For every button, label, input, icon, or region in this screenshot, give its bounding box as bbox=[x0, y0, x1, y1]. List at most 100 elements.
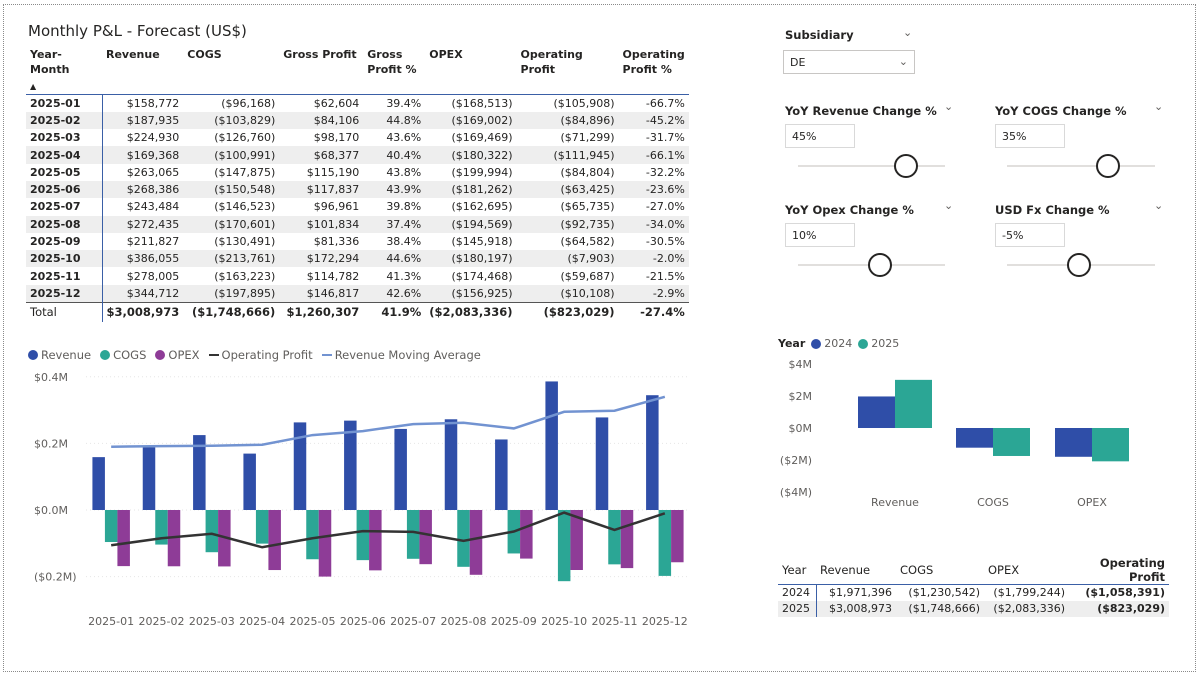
table-cell: $115,190 bbox=[306, 165, 360, 179]
legend-item-cogs[interactable]: COGS bbox=[100, 348, 146, 362]
chevron-down-icon[interactable]: ⌄ bbox=[903, 26, 913, 39]
revenue-bar bbox=[394, 428, 407, 510]
table-row: 2025-07 $243,484 ($146,523) $96,961 39.8% ($1… bbox=[26, 198, 689, 216]
table-cell: 43.6% bbox=[386, 131, 422, 145]
summary-cell: ($1,799,244) bbox=[993, 586, 1065, 600]
revenue-bar bbox=[545, 381, 558, 510]
yoy-cogs-slider-thumb[interactable] bbox=[1096, 154, 1120, 178]
revenue-bar bbox=[495, 439, 508, 510]
sort-ascending-icon[interactable]: ▲ bbox=[30, 82, 37, 91]
yoy-opex-slider-thumb[interactable] bbox=[868, 253, 892, 277]
legend-item-2024[interactable]: 2024 bbox=[811, 337, 852, 350]
cogs-bar bbox=[104, 510, 118, 543]
opex-bar bbox=[570, 510, 583, 571]
table-cell: ($59,687) bbox=[560, 269, 615, 283]
subsidiary-label: Subsidiary bbox=[785, 28, 854, 42]
summary-cell: ($2,083,336) bbox=[984, 600, 1069, 617]
summary-cell: 2024 bbox=[778, 584, 817, 601]
yoy-opex-label: YoY Opex Change % bbox=[785, 203, 914, 217]
revenue-bar bbox=[142, 447, 156, 510]
table-cell: 38.4% bbox=[386, 235, 422, 249]
legend-item-operating-profit[interactable]: Operating Profit bbox=[208, 348, 313, 362]
legend-swatch bbox=[28, 350, 38, 360]
legend-item-opex[interactable]: OPEX bbox=[155, 348, 200, 362]
table-row: 2025-05 $263,065 ($147,875) $115,190 43.8% ($… bbox=[26, 163, 689, 181]
table-cell: 43.8% bbox=[386, 165, 422, 179]
legend-item-2025[interactable]: 2025 bbox=[858, 337, 899, 350]
opex-bar bbox=[671, 510, 684, 563]
table-cell: 37.4% bbox=[363, 215, 426, 233]
x-tick-label: 2025-03 bbox=[189, 615, 235, 628]
chevron-down-icon[interactable]: ⌄ bbox=[944, 100, 954, 113]
table-row: 2025-03 $224,930 ($126,760) $98,170 43.6% ($1… bbox=[26, 129, 689, 147]
chevron-down-icon[interactable]: ⌄ bbox=[944, 199, 954, 212]
table-cell: ($64,582) bbox=[560, 235, 615, 249]
col-header-operating-profit[interactable]: Operating Profit bbox=[1069, 556, 1169, 585]
yoy-cogs-input[interactable]: 35% bbox=[995, 124, 1065, 148]
chevron-down-icon: ⌄ bbox=[898, 55, 908, 68]
subsidiary-selected-value: DE bbox=[790, 56, 806, 69]
revenue-bar bbox=[293, 422, 307, 510]
legend-swatch bbox=[858, 338, 869, 349]
usd-fx-slider-thumb[interactable] bbox=[1067, 253, 1091, 277]
row-year-month: 2025-07 bbox=[26, 198, 103, 216]
legend-item-revenue[interactable]: Revenue bbox=[28, 348, 91, 362]
opex-bar bbox=[520, 510, 533, 559]
table-cell: $211,827 bbox=[126, 235, 180, 249]
col-header-operating-profit-pct[interactable]: Operating Profit % bbox=[618, 44, 689, 95]
table-cell: 43.9% bbox=[363, 180, 426, 199]
table-row: 2025-01 $158,772 ($96,168) $62,604 39.4% ($16… bbox=[26, 94, 689, 112]
table-row: 2025-06 $268,386 ($150,548) $117,837 43.9% ($… bbox=[26, 180, 689, 199]
col-header-year-month[interactable]: Year-Month ▲ bbox=[26, 44, 102, 95]
col-header-gross-profit[interactable]: Gross Profit bbox=[279, 44, 364, 95]
col-header-operating-profit[interactable]: Operating Profit bbox=[516, 44, 619, 95]
legend-item-revenue-moving-average[interactable]: Revenue Moving Average bbox=[321, 348, 481, 362]
table-cell: $187,935 bbox=[102, 111, 184, 130]
chevron-down-icon[interactable]: ⌄ bbox=[1154, 100, 1164, 113]
col-header-gross-profit-pct[interactable]: Gross Profit % bbox=[363, 44, 426, 95]
table-cell: $84,106 bbox=[279, 111, 364, 130]
yoy-revenue-input[interactable]: 45% bbox=[785, 124, 855, 148]
table-cell: $98,170 bbox=[313, 131, 360, 145]
yoy-cogs-slider-track[interactable] bbox=[1007, 165, 1155, 167]
revenue-bar bbox=[193, 435, 206, 510]
yoy-opex-input[interactable]: 10% bbox=[785, 223, 855, 247]
legend-title: Year bbox=[778, 337, 806, 350]
col-header-revenue[interactable]: Revenue bbox=[816, 556, 896, 585]
y-tick-label: $0M bbox=[789, 422, 813, 435]
table-cell: ($146,523) bbox=[214, 200, 276, 214]
revenue-bar bbox=[444, 419, 458, 510]
table-cell: ($162,695) bbox=[451, 200, 513, 214]
total-cell: $1,260,307 bbox=[279, 301, 364, 323]
table-cell: ($170,601) bbox=[183, 215, 280, 233]
subsidiary-dropdown[interactable]: DE ⌄ bbox=[783, 50, 915, 74]
col-header-year[interactable]: Year bbox=[778, 556, 816, 585]
table-cell: -66.7% bbox=[645, 96, 685, 110]
table-cell: $81,336 bbox=[313, 235, 360, 249]
revenue-bar bbox=[92, 457, 105, 510]
year-summary-table: Year Revenue COGS OPEX Operating Profit … bbox=[778, 556, 1169, 617]
table-cell: ($126,760) bbox=[214, 131, 276, 145]
table-cell: $263,065 bbox=[126, 165, 180, 179]
year-2024-bar bbox=[956, 428, 993, 448]
chevron-down-icon[interactable]: ⌄ bbox=[1154, 199, 1164, 212]
col-header-cogs[interactable]: COGS bbox=[896, 556, 984, 585]
col-header-cogs[interactable]: COGS bbox=[183, 44, 280, 95]
y-tick-label: $0.4M bbox=[34, 371, 68, 384]
table-cell: ($169,469) bbox=[451, 131, 513, 145]
opex-bar bbox=[469, 510, 483, 575]
table-cell: 44.6% bbox=[363, 250, 426, 268]
usd-fx-input[interactable]: -5% bbox=[995, 223, 1065, 247]
col-header-opex[interactable]: OPEX bbox=[425, 44, 517, 95]
cogs-bar bbox=[406, 510, 420, 559]
yoy-revenue-slider-thumb[interactable] bbox=[894, 154, 918, 178]
x-tick-label: 2025-05 bbox=[290, 615, 336, 628]
cogs-bar bbox=[356, 510, 370, 561]
col-header-opex[interactable]: OPEX bbox=[984, 556, 1069, 585]
x-tick-label: 2025-01 bbox=[88, 615, 134, 628]
table-cell: ($96,168) bbox=[221, 96, 276, 110]
table-cell: ($63,425) bbox=[516, 180, 619, 199]
yoy-revenue-slider-track[interactable] bbox=[798, 165, 945, 167]
col-header-revenue[interactable]: Revenue bbox=[102, 44, 184, 95]
year-2024-bar bbox=[858, 396, 895, 428]
